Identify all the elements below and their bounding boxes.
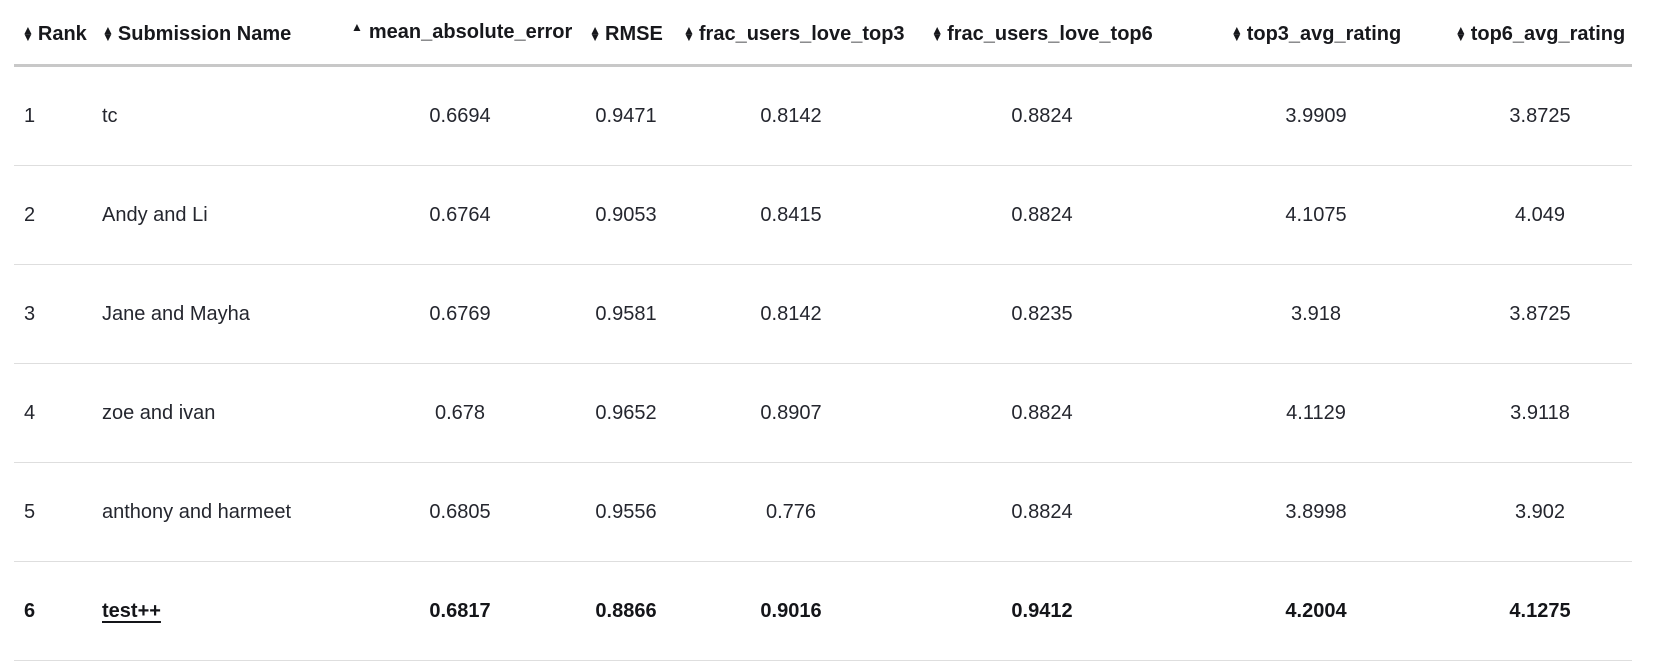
sort-down-glyph: ▼: [931, 29, 944, 44]
sort-down-glyph: ▼: [22, 29, 34, 44]
sort-down-glyph: ▼: [1454, 29, 1467, 44]
top3-avg-rating-cell: 4.2004: [1184, 561, 1448, 661]
column-header-label: RMSE: [605, 23, 663, 46]
column-header-top6-avg-rating[interactable]: ▲ ▼ top6_avg_rating: [1448, 0, 1632, 67]
rank-cell: 2: [14, 165, 96, 265]
sort-ascending-icon: ▲: [351, 19, 363, 34]
submission-name-cell: test++: [96, 561, 350, 661]
sort-down-glyph: ▼: [683, 29, 695, 44]
top3-avg-rating-cell: 4.1129: [1184, 363, 1448, 463]
table-row: 5 anthony and harmeet 0.6805 0.9556 0.77…: [14, 462, 1632, 562]
column-header-label: top6_avg_rating: [1470, 23, 1626, 46]
top3-avg-rating-cell: 3.8998: [1184, 462, 1448, 562]
frac-users-love-top6-cell: 0.8824: [900, 165, 1184, 265]
top6-avg-rating-cell: 3.8725: [1448, 264, 1632, 364]
frac-users-love-top6-cell: 0.8824: [900, 462, 1184, 562]
frac-users-love-top3-cell: 0.8907: [682, 363, 900, 463]
top6-avg-rating-cell: 3.902: [1448, 462, 1632, 562]
sort-icon: ▲ ▼: [931, 22, 944, 44]
column-header-label: Rank: [37, 23, 87, 46]
top6-avg-rating-cell: 3.9118: [1448, 363, 1632, 463]
mean-absolute-error-cell: 0.678: [350, 363, 570, 463]
sort-up-glyph: ▲: [1230, 22, 1243, 37]
rank-cell: 6: [14, 561, 96, 661]
frac-users-love-top6-cell: 0.8824: [900, 65, 1184, 166]
top3-avg-rating-cell: 3.9909: [1184, 65, 1448, 166]
rank-cell: 1: [14, 65, 96, 166]
mean-absolute-error-cell: 0.6764: [350, 165, 570, 265]
table-row: 4 zoe and ivan 0.678 0.9652 0.8907 0.882…: [14, 363, 1632, 463]
sort-icon: ▲ ▼: [683, 22, 695, 44]
table-row: 1 tc 0.6694 0.9471 0.8142 0.8824 3.9909 …: [14, 65, 1632, 166]
top3-avg-rating-cell: 3.918: [1184, 264, 1448, 364]
frac-users-love-top3-cell: 0.8142: [682, 65, 900, 166]
rmse-cell: 0.9581: [570, 264, 682, 364]
sort-up-glyph: ▲: [1454, 22, 1467, 37]
sort-up-glyph: ▲: [931, 22, 944, 37]
frac-users-love-top3-cell: 0.8415: [682, 165, 900, 265]
submission-name-cell: anthony and harmeet: [96, 462, 350, 562]
sort-up-glyph: ▲: [22, 22, 34, 37]
sort-up-glyph: ▲: [589, 22, 602, 37]
table-body: 1 tc 0.6694 0.9471 0.8142 0.8824 3.9909 …: [14, 65, 1632, 661]
column-header-rank[interactable]: ▲ ▼ Rank: [14, 0, 96, 67]
submission-link[interactable]: test++: [102, 599, 161, 622]
column-header-rmse[interactable]: ▲ ▼ RMSE: [570, 0, 682, 67]
rank-cell: 3: [14, 264, 96, 364]
top3-avg-rating-cell: 4.1075: [1184, 165, 1448, 265]
rmse-cell: 0.9652: [570, 363, 682, 463]
frac-users-love-top6-cell: 0.9412: [900, 561, 1184, 661]
rank-cell: 4: [14, 363, 96, 463]
frac-users-love-top3-cell: 0.776: [682, 462, 900, 562]
column-header-frac-users-love-top6[interactable]: ▲ ▼ frac_users_love_top6: [900, 0, 1184, 67]
table-row: 3 Jane and Mayha 0.6769 0.9581 0.8142 0.…: [14, 264, 1632, 364]
sort-icon: ▲ ▼: [1230, 22, 1243, 44]
sort-down-glyph: ▼: [102, 29, 114, 44]
submission-name-cell: Andy and Li: [96, 165, 350, 265]
sort-icon: ▲ ▼: [102, 22, 114, 44]
rmse-cell: 0.9053: [570, 165, 682, 265]
column-header-mean-absolute-error[interactable]: ▲ mean_absolute_error: [350, 0, 573, 67]
sort-down-glyph: ▼: [589, 29, 602, 44]
column-header-frac-users-love-top3[interactable]: ▲ ▼ frac_users_love_top3: [682, 0, 905, 67]
top6-avg-rating-cell: 4.049: [1448, 165, 1632, 265]
column-header-label: top3_avg_rating: [1246, 23, 1402, 46]
rank-cell: 5: [14, 462, 96, 562]
sort-icon: ▲ ▼: [22, 22, 34, 44]
top6-avg-rating-cell: 4.1275: [1448, 561, 1632, 661]
frac-users-love-top3-cell: 0.8142: [682, 264, 900, 364]
table-row: 2 Andy and Li 0.6764 0.9053 0.8415 0.882…: [14, 165, 1632, 265]
leaderboard-table: ▲ ▼ Rank ▲ ▼ Submission Name ▲ mean_absolu…: [14, 0, 1632, 661]
column-header-label: mean_absolute_error: [368, 21, 573, 44]
sort-icon: ▲ ▼: [1454, 22, 1467, 44]
frac-users-love-top6-cell: 0.8824: [900, 363, 1184, 463]
rmse-cell: 0.9556: [570, 462, 682, 562]
table-header: ▲ ▼ Rank ▲ ▼ Submission Name ▲ mean_absolu…: [14, 0, 1632, 67]
submission-name-cell: Jane and Mayha: [96, 264, 350, 364]
sort-up-glyph: ▲: [683, 22, 695, 37]
column-header-label: frac_users_love_top6: [947, 23, 1153, 46]
sort-up-glyph: ▲: [102, 22, 114, 37]
top6-avg-rating-cell: 3.8725: [1448, 65, 1632, 166]
mean-absolute-error-cell: 0.6805: [350, 462, 570, 562]
frac-users-love-top3-cell: 0.9016: [682, 561, 900, 661]
mean-absolute-error-cell: 0.6694: [350, 65, 570, 166]
column-header-label: frac_users_love_top3: [698, 23, 905, 46]
table-row-highlighted: 6 test++ 0.6817 0.8866 0.9016 0.9412 4.2…: [14, 561, 1632, 661]
header-row: ▲ ▼ Rank ▲ ▼ Submission Name ▲ mean_absolu…: [14, 0, 1632, 67]
sort-icon: ▲ ▼: [589, 22, 602, 44]
column-header-submission-name[interactable]: ▲ ▼ Submission Name: [96, 0, 350, 67]
frac-users-love-top6-cell: 0.8235: [900, 264, 1184, 364]
sort-down-glyph: ▼: [1230, 29, 1243, 44]
mean-absolute-error-cell: 0.6769: [350, 264, 570, 364]
rmse-cell: 0.8866: [570, 561, 682, 661]
column-header-label: Submission Name: [117, 23, 292, 46]
column-header-top3-avg-rating[interactable]: ▲ ▼ top3_avg_rating: [1184, 0, 1448, 67]
submission-name-cell: tc: [96, 65, 350, 166]
rmse-cell: 0.9471: [570, 65, 682, 166]
mean-absolute-error-cell: 0.6817: [350, 561, 570, 661]
submission-name-cell: zoe and ivan: [96, 363, 350, 463]
